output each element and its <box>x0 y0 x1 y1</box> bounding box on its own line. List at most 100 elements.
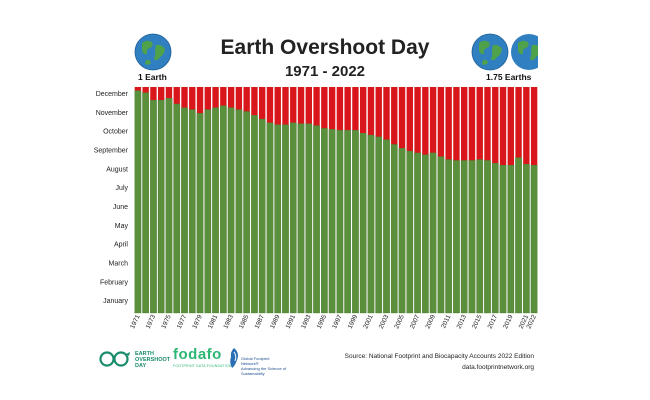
earth-globe-partial-icon <box>511 34 538 70</box>
bar-within-budget <box>157 100 165 314</box>
x-tick-label: 1983 <box>222 314 235 330</box>
y-tick-label: May <box>115 223 129 230</box>
bar-within-budget <box>530 165 538 314</box>
y-tick-label: October <box>103 129 129 136</box>
bar-overshoot <box>375 87 382 137</box>
bar-overshoot <box>328 87 336 130</box>
left-globe-label: 1 Earth <box>138 72 167 82</box>
x-tick-label: 2017 <box>487 314 500 330</box>
bar-overshoot <box>189 87 196 110</box>
earth-overshoot-day-logo <box>99 351 130 367</box>
x-tick-label: 1989 <box>269 314 282 330</box>
x-tick-label: 2005 <box>393 314 406 330</box>
bar-within-budget <box>134 90 142 314</box>
bar-overshoot <box>165 87 173 99</box>
fodafo-logo: fodafo <box>173 346 222 363</box>
bar-overshoot <box>468 87 476 161</box>
bar-overshoot <box>305 87 312 124</box>
fodafo-logo-subtitle: FOOTPRINT DATA FOUNDATION <box>173 364 232 368</box>
bar-within-budget <box>429 152 437 314</box>
x-tick-label: 1977 <box>176 314 189 330</box>
bar-overshoot <box>367 87 375 136</box>
x-tick-label: 1971 <box>129 314 142 330</box>
bar-overshoot <box>414 87 421 153</box>
global-footprint-network-logo <box>230 348 238 368</box>
x-tick-label: 1995 <box>316 314 329 330</box>
bar-overshoot <box>422 87 429 155</box>
bar-within-budget <box>142 92 149 314</box>
bar-within-budget <box>406 150 414 314</box>
x-tick-label: 2007 <box>409 314 422 330</box>
bar-overshoot <box>274 87 281 125</box>
bar-within-budget <box>321 128 328 314</box>
bar-overshoot <box>406 87 413 152</box>
bar-within-budget <box>507 165 515 314</box>
bar-overshoot <box>391 87 398 145</box>
x-tick-label: 1979 <box>191 314 204 330</box>
bar-within-budget <box>476 159 484 314</box>
bar-overshoot <box>297 87 305 124</box>
bar-within-budget <box>445 159 452 314</box>
bar-overshoot <box>484 87 491 161</box>
bar-within-budget <box>491 163 499 314</box>
y-tick-label: January <box>103 298 128 305</box>
x-tick-label: 2019 <box>502 314 515 330</box>
source-url: data.footprintnetwork.org <box>462 364 534 371</box>
bar-within-budget <box>220 105 227 314</box>
bar-within-budget <box>274 124 282 314</box>
bar-within-budget <box>484 160 491 314</box>
x-tick-label: 2009 <box>424 314 437 330</box>
x-tick-label: 2011 <box>440 314 452 330</box>
earth-overshoot-day-logo-text: EARTH OVERSHOOT DAY <box>135 351 171 369</box>
bar-overshoot <box>492 87 499 164</box>
bar-within-budget <box>251 115 258 314</box>
bar-within-budget <box>359 132 367 314</box>
x-tick-label: 2015 <box>471 314 484 330</box>
bar-overshoot <box>243 87 250 112</box>
source-note: Source: National Footprint and Biocapaci… <box>344 353 534 360</box>
bar-within-budget <box>437 156 445 314</box>
bar-within-budget <box>453 160 460 314</box>
y-tick-label: September <box>94 148 129 155</box>
bar-overshoot <box>429 87 437 153</box>
bar-overshoot <box>313 87 320 126</box>
bar-overshoot <box>437 87 445 157</box>
x-tick-label: 1973 <box>145 314 158 330</box>
x-tick-label: 1985 <box>238 314 251 330</box>
bar-overshoot <box>158 87 165 101</box>
bar-within-budget <box>499 165 507 314</box>
bar-overshoot <box>499 87 507 166</box>
bar-within-budget <box>188 109 196 314</box>
bar-within-budget <box>375 136 383 314</box>
bar-overshoot <box>235 87 243 110</box>
bar-within-budget <box>150 100 157 314</box>
bar-within-budget <box>422 154 429 314</box>
y-tick-label: March <box>109 261 129 268</box>
bar-within-budget <box>414 152 421 314</box>
bar-within-budget <box>344 130 351 314</box>
y-tick-label: December <box>96 91 129 98</box>
x-tick-label: 1987 <box>254 314 267 330</box>
bar-overshoot <box>453 87 460 161</box>
bar-overshoot <box>507 87 514 166</box>
bar-overshoot <box>360 87 367 134</box>
bar-within-budget <box>328 129 336 314</box>
bar-within-budget <box>173 103 181 314</box>
earth-globe-icon <box>134 33 172 71</box>
bar-within-budget <box>367 134 375 314</box>
bar-within-budget <box>282 124 289 314</box>
bar-within-budget <box>336 130 344 314</box>
bar-overshoot <box>282 87 289 125</box>
bar-overshoot <box>383 87 390 140</box>
bar-within-budget <box>165 98 173 314</box>
bar-within-budget <box>243 111 250 314</box>
x-tick-label: 1991 <box>285 314 298 330</box>
bar-within-budget <box>352 130 359 314</box>
bar-overshoot <box>530 87 538 166</box>
right-globe-label: 1.75 Earths <box>486 72 532 82</box>
bar-overshoot <box>523 87 530 165</box>
x-tick-label: 1993 <box>300 314 313 330</box>
bar-overshoot <box>251 87 258 116</box>
bar-overshoot <box>336 87 344 131</box>
